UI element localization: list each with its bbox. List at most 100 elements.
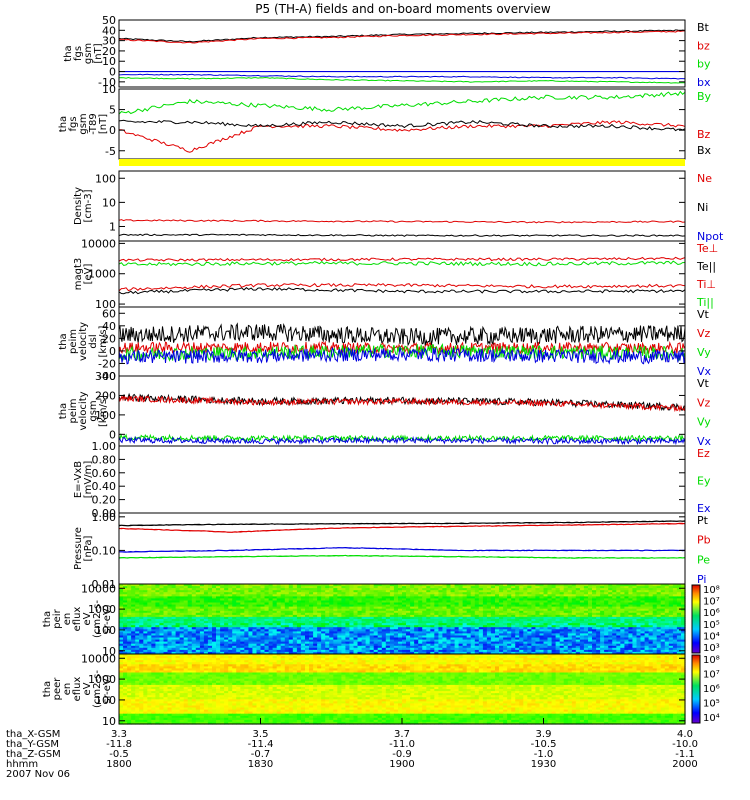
spectrogram-cell <box>163 604 169 608</box>
spectrogram-cell <box>260 619 266 622</box>
spectrogram-cell <box>579 625 585 628</box>
spectrogram-cell <box>147 596 152 600</box>
spectrogram-cell <box>636 596 642 600</box>
spectrogram-cell <box>418 604 423 608</box>
spectrogram-cell <box>478 584 484 587</box>
spectrogram-cell <box>648 602 654 606</box>
spectrogram-cell <box>337 629 342 632</box>
spectrogram-cell <box>434 633 439 637</box>
spectrogram-cell <box>527 610 532 614</box>
spectrogram-cell <box>620 604 625 608</box>
spectrogram-cell <box>636 619 642 622</box>
spectrogram-cell <box>681 598 686 602</box>
spectrogram-cell <box>507 588 512 591</box>
spectrogram-cell <box>398 639 403 643</box>
spectrogram-cell <box>187 600 193 604</box>
spectrogram-cell <box>507 629 512 632</box>
spectrogram-cell <box>434 590 439 593</box>
spectrogram-cell <box>519 649 524 653</box>
y-tick-label: 1000 <box>88 603 116 616</box>
spectrogram-cell <box>482 639 488 643</box>
spectrogram-cell <box>131 641 136 645</box>
spectrogram-cell <box>446 590 452 593</box>
spectrogram-cell <box>450 604 456 608</box>
spectrogram-cell <box>478 641 484 645</box>
spectrogram-cell <box>199 635 205 639</box>
y-tick-label: 30 <box>102 35 116 48</box>
spectrogram-cell <box>131 616 136 620</box>
spectrogram-cell <box>143 639 148 643</box>
spectrogram-cell <box>563 614 569 618</box>
spectrogram-cell <box>127 621 132 624</box>
spectrogram-cell <box>244 643 249 647</box>
spectrogram-cell <box>252 649 257 653</box>
spectrogram-cell <box>430 637 435 641</box>
spectrogram-cell <box>406 612 411 616</box>
spectrogram-cell <box>410 608 415 612</box>
spectrogram-cell <box>652 588 658 591</box>
spectrogram-cell <box>268 649 274 653</box>
spectrogram-cell <box>183 610 189 614</box>
spectrogram-cell <box>466 616 472 620</box>
spectrogram-cell <box>676 651 682 655</box>
spectrogram-cell <box>167 637 173 641</box>
spectrogram-cell <box>422 627 427 630</box>
spectrogram-cell <box>199 586 205 589</box>
spectrogram-cell <box>377 631 383 635</box>
spectrogram-cell <box>224 645 229 649</box>
spectrogram-cell <box>656 584 662 587</box>
spectrogram-cell <box>450 590 456 593</box>
spectrogram-cell <box>660 627 666 630</box>
spectrogram-cell <box>410 584 415 587</box>
spectrogram-cell <box>596 645 601 649</box>
spectrogram-cell <box>503 584 508 587</box>
spectrogram-cell <box>503 598 508 602</box>
spectrogram-cell <box>135 604 140 608</box>
spectrogram-cell <box>539 623 545 626</box>
spectrogram-cell <box>300 592 306 595</box>
y-tick-label: 0 <box>109 124 116 137</box>
spectrogram-cell <box>224 637 229 641</box>
spectrogram-cell <box>151 594 156 597</box>
spectrogram-cell <box>442 643 447 647</box>
spectrogram-cell <box>648 621 654 624</box>
spectrogram-cell <box>252 629 257 632</box>
spectrogram-cell <box>341 602 346 606</box>
spectrogram-cell <box>272 598 278 602</box>
spectrogram-cell <box>434 649 439 653</box>
spectrogram-cell <box>583 625 589 628</box>
spectrogram-cell <box>555 623 561 626</box>
spectrogram-cell <box>321 643 326 647</box>
spectrogram-cell <box>325 610 330 614</box>
spectrogram-cell <box>135 633 140 637</box>
spectrogram-cell <box>203 616 209 620</box>
spectrogram-cell <box>244 610 249 614</box>
spectrogram-cell <box>628 651 633 655</box>
spectrogram-cell <box>414 616 419 620</box>
spectrogram-cell <box>191 629 197 632</box>
spectrogram-cell <box>321 633 326 637</box>
spectrogram-cell <box>135 594 140 597</box>
spectrogram-cell <box>478 639 484 643</box>
spectrogram-cell <box>592 588 597 591</box>
spectrogram-cell <box>434 594 439 597</box>
spectrogram-cell <box>296 649 302 653</box>
spectrogram-cell <box>256 602 262 606</box>
spectrogram-cell <box>511 588 516 591</box>
spectrogram-cell <box>381 612 387 616</box>
spectrogram-cell <box>652 604 658 608</box>
spectrogram-cell <box>341 610 346 614</box>
spectrogram-cell <box>195 598 201 602</box>
spectrogram-cell <box>264 645 270 649</box>
spectrogram-cell <box>600 586 605 589</box>
spectrogram-cell <box>377 635 383 639</box>
spectrogram-cell <box>272 602 278 606</box>
spectrogram-cell <box>482 608 488 612</box>
spectrogram-cell <box>123 631 128 635</box>
spectrogram-cell <box>280 598 286 602</box>
spectrogram-cell <box>624 645 629 649</box>
spectrogram-cell <box>563 596 569 600</box>
spectrogram-cell <box>179 604 185 608</box>
spectrogram-cell <box>143 621 148 624</box>
spectrogram-cell <box>410 616 415 620</box>
